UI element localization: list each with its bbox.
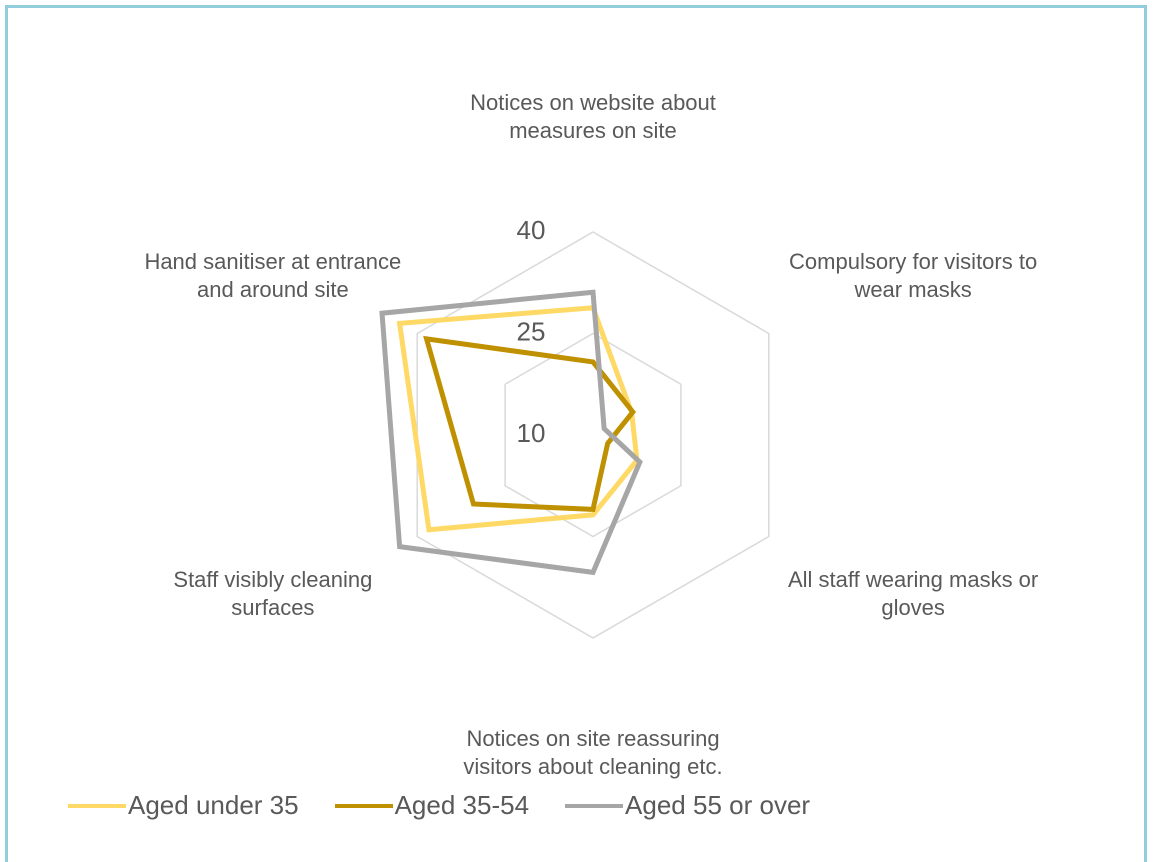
- legend-item: Aged 55 or over: [565, 790, 810, 821]
- legend-swatch: [334, 803, 393, 808]
- category-label: All staff wearing masks or gloves: [788, 567, 1039, 621]
- series-line: [379, 289, 643, 576]
- category-label: Compulsory for visitors to wear masks: [789, 248, 1038, 302]
- r-tick-label: 10: [517, 418, 546, 448]
- legend-label: Aged 55 or over: [625, 790, 811, 820]
- series-line: [423, 335, 637, 513]
- category-label: Staff visibly cleaning surfaces: [173, 567, 373, 621]
- grid-ring: [504, 332, 682, 538]
- grid-ring: [416, 231, 770, 639]
- legend: Aged under 35 Aged 35-54 Aged 55 or over: [68, 790, 810, 821]
- r-tick-label: 25: [517, 316, 546, 346]
- legend-swatch: [565, 803, 624, 808]
- legend-item: Aged 35-54: [334, 790, 530, 821]
- legend-swatch: [68, 803, 126, 808]
- legend-item: Aged under 35: [68, 790, 299, 821]
- category-label: Hand sanitiser at entrance and around si…: [144, 248, 402, 302]
- legend-label: Aged 35-54: [394, 790, 530, 820]
- category-label: Notices on site reassuring visitors abou…: [463, 726, 723, 780]
- legend-label: Aged under 35: [128, 790, 299, 820]
- r-tick-label: 40: [517, 215, 546, 245]
- chart-frame: [5, 5, 1147, 862]
- category-label: Notices on website about measures on sit…: [470, 89, 716, 143]
